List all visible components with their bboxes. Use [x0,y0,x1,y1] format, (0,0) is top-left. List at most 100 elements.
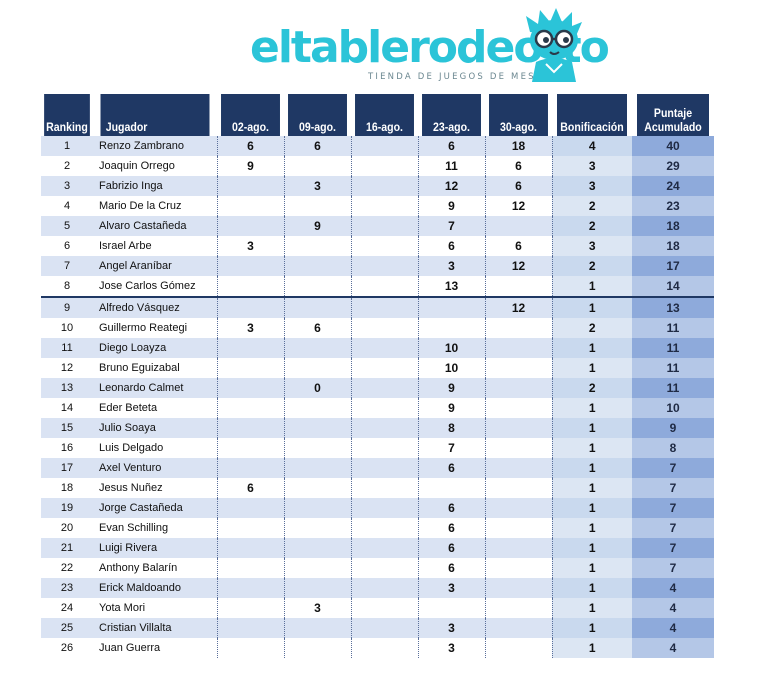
score-cell [283,558,351,578]
score-cell: 7 [417,438,485,458]
bonus-cell: 3 [551,176,632,196]
player-name-cell: Axel Venturo [93,458,217,478]
bonus-cell: 2 [551,256,632,276]
bonus-cell: 1 [551,276,632,298]
rank-cell: 24 [41,598,93,618]
score-cell [484,558,552,578]
bonus-cell: 1 [551,638,632,658]
score-cell [283,297,351,318]
table-row: 20 Evan Schilling 6 1 7 [41,518,714,538]
score-cell [350,256,418,276]
score-cell [484,378,552,398]
player-name-cell: Guillermo Reategi [93,318,217,338]
score-cell [484,358,552,378]
score-cell [350,458,418,478]
player-name-cell: Joaquin Orrego [93,156,217,176]
score-cell: 11 [417,156,485,176]
score-cell [283,518,351,538]
table-row: 2 Joaquin Orrego 9 11 6 3 29 [41,156,714,176]
bonus-cell: 1 [551,398,632,418]
total-cell: 9 [632,418,714,438]
table-row: 25 Cristian Villalta 3 1 4 [41,618,714,638]
score-cell: 6 [484,236,552,256]
player-name-cell: Julio Soaya [93,418,217,438]
brand-tagline: TIENDA DE JUEGOS DE MESA [368,72,544,82]
table-row: 11 Diego Loayza 10 1 11 [41,338,714,358]
total-cell: 24 [632,176,714,196]
score-cell [216,598,284,618]
bonus-cell: 1 [551,558,632,578]
player-name-cell: Evan Schilling [93,518,217,538]
bonus-cell: 1 [551,458,632,478]
table-header-row: Ranking Jugador 02-ago. 09-ago. 16-ago. … [41,94,714,136]
score-cell [350,478,418,498]
rank-cell: 22 [41,558,93,578]
rank-cell: 7 [41,256,93,276]
score-cell [484,318,552,338]
score-cell: 3 [216,236,284,256]
player-name-cell: Jorge Castañeda [93,498,217,518]
score-cell [216,276,284,298]
score-cell [484,216,552,236]
table-row: 13 Leonardo Calmet 0 9 2 11 [41,378,714,398]
header-total-line2: Acumulado [644,120,702,134]
score-cell [350,358,418,378]
score-cell [350,136,418,156]
score-cell [350,297,418,318]
score-cell [484,598,552,618]
score-cell [484,398,552,418]
rank-cell: 1 [41,136,93,156]
player-name-cell: Angel Araníbar [93,256,217,276]
score-cell: 12 [417,176,485,196]
bonus-cell: 1 [551,438,632,458]
score-cell: 3 [283,176,351,196]
rank-cell: 20 [41,518,93,538]
score-cell [350,498,418,518]
score-cell: 6 [216,478,284,498]
score-cell: 9 [216,156,284,176]
header-date: 30-ago. [489,94,548,136]
table-row: 21 Luigi Rivera 6 1 7 [41,538,714,558]
rank-cell: 21 [41,538,93,558]
table-row: 9 Alfredo Vásquez 12 1 13 [41,297,714,318]
header-ranking: Ranking [44,94,90,136]
player-name-cell: Israel Arbe [93,236,217,256]
total-cell: 11 [632,338,714,358]
score-cell [216,216,284,236]
score-cell: 6 [283,136,351,156]
score-cell [216,398,284,418]
rank-cell: 18 [41,478,93,498]
rank-cell: 14 [41,398,93,418]
score-cell [350,276,418,298]
score-cell [216,518,284,538]
score-cell: 10 [417,338,485,358]
score-cell: 6 [417,538,485,558]
total-cell: 10 [632,398,714,418]
score-cell [350,538,418,558]
rank-cell: 3 [41,176,93,196]
mascot-icon [526,8,582,82]
score-cell [350,318,418,338]
table-row: 4 Mario De la Cruz 9 12 2 23 [41,196,714,216]
score-cell [283,256,351,276]
score-cell [283,398,351,418]
rank-cell: 8 [41,276,93,298]
table-row: 15 Julio Soaya 8 1 9 [41,418,714,438]
total-cell: 23 [632,196,714,216]
player-name-cell: Alfredo Vásquez [93,297,217,318]
score-cell: 8 [417,418,485,438]
score-cell [283,156,351,176]
score-cell [417,318,485,338]
score-cell [484,538,552,558]
score-cell: 9 [417,196,485,216]
total-cell: 7 [632,498,714,518]
player-name-cell: Renzo Zambrano [93,136,217,156]
total-cell: 40 [632,136,714,156]
score-cell: 3 [417,578,485,598]
score-cell [350,638,418,658]
score-cell: 10 [417,358,485,378]
rank-cell: 15 [41,418,93,438]
score-cell: 9 [417,398,485,418]
score-cell [350,418,418,438]
score-cell [283,276,351,298]
